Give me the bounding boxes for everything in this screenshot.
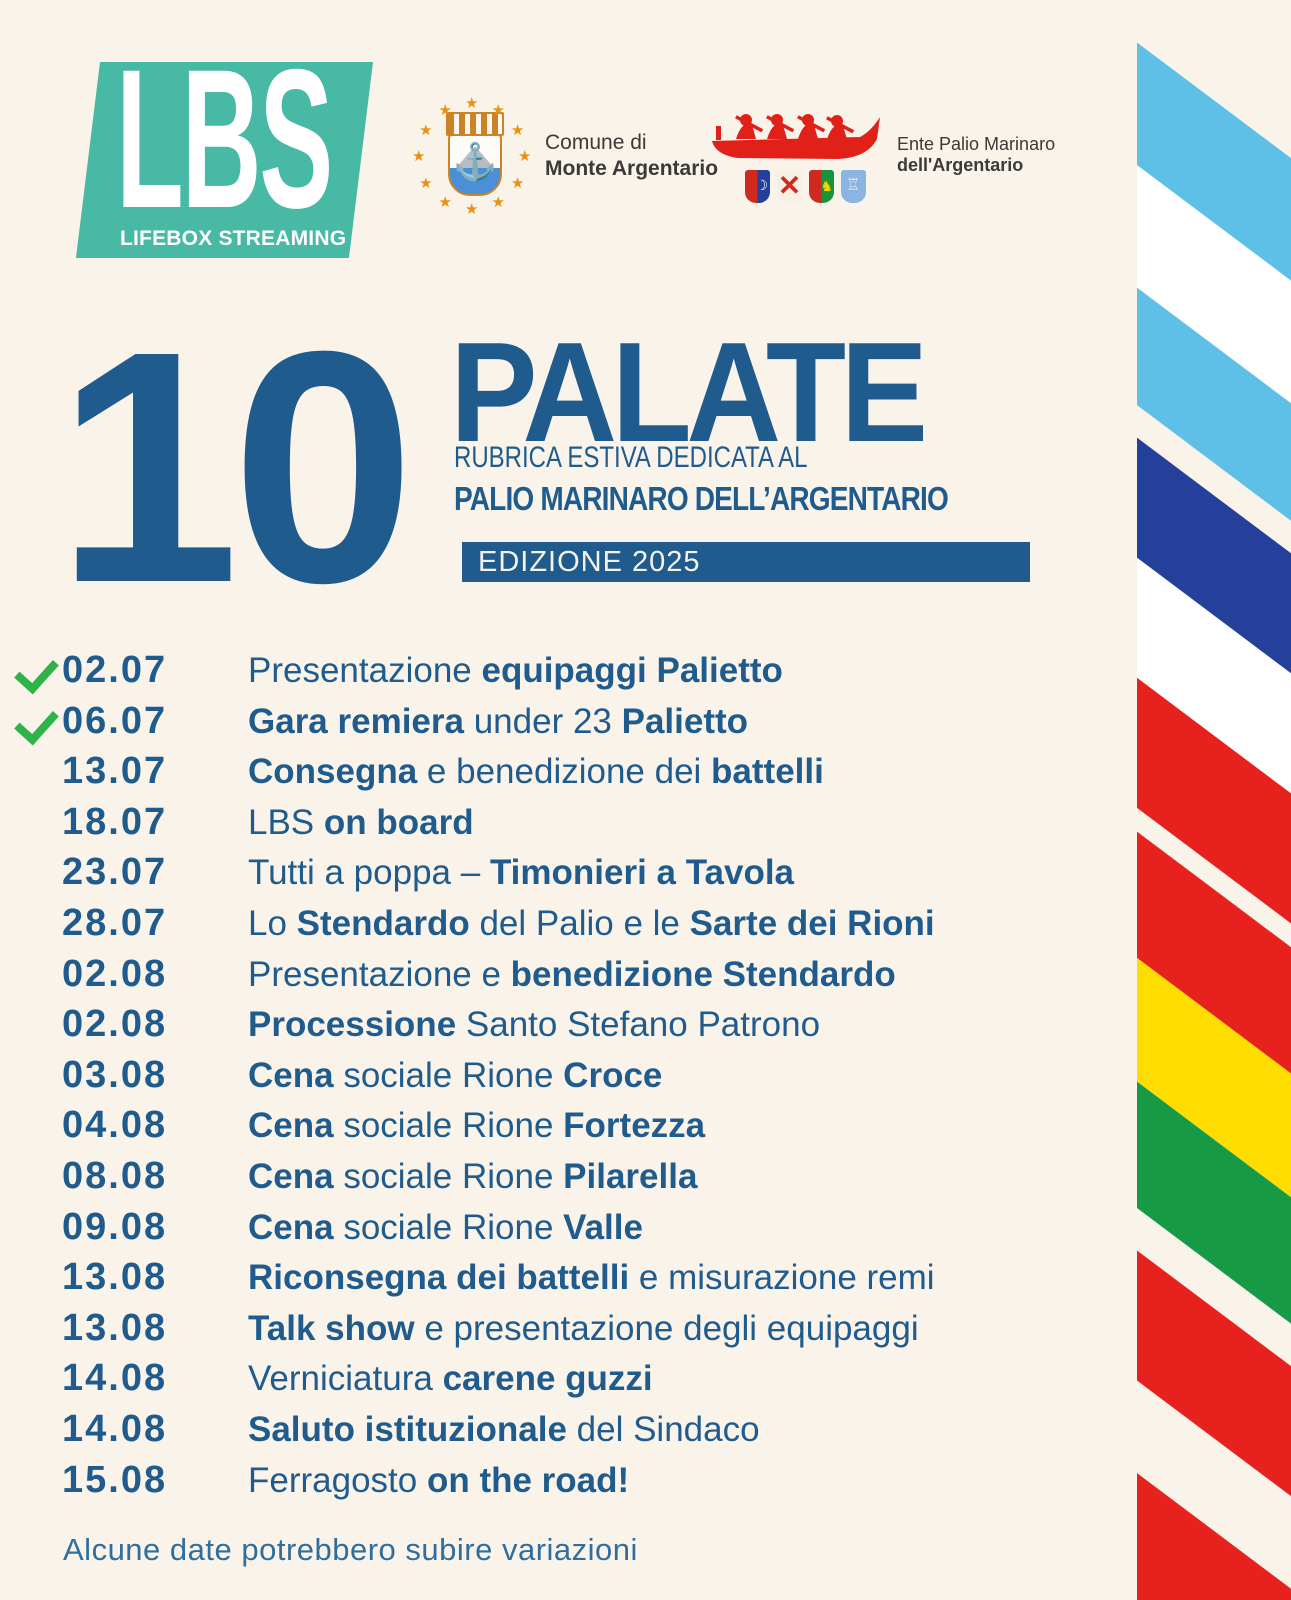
- star-icon: ★: [510, 174, 525, 192]
- schedule-date: 23.07: [62, 851, 168, 894]
- diagonal-stripes: [1137, 0, 1291, 1600]
- schedule-date: 14.08: [62, 1407, 168, 1450]
- schedule-row: 28.07 Lo Stendardo del Palio e le Sarte d…: [0, 898, 1120, 949]
- schedule-row: 03.08 Cena sociale Rione Croce: [0, 1050, 1120, 1101]
- star-icon: ★: [510, 121, 525, 139]
- schedule-date: 13.08: [62, 1256, 168, 1299]
- star-icon: ★: [465, 201, 479, 218]
- schedule-event: Tutti a poppa – Timonieri a Tavola: [248, 853, 795, 893]
- footer-note: Alcune date potrebbero subire variazioni: [63, 1532, 638, 1567]
- edition-label: EDIZIONE 2025: [478, 546, 701, 578]
- rioni-shields: [745, 170, 866, 203]
- schedule-date: 13.08: [62, 1306, 168, 1349]
- schedule-row: 02.08 Presentazione e benedizione Stendar…: [0, 949, 1120, 1000]
- star-icon: ★: [518, 148, 532, 165]
- schedule-event: Cena sociale Rione Croce: [248, 1055, 663, 1095]
- schedule-date: 15.08: [62, 1458, 168, 1501]
- star-icon: ★: [412, 148, 426, 165]
- rione-shield-3: [809, 170, 834, 203]
- schedule-date: 03.08: [62, 1053, 168, 1096]
- schedule-row: 13.07 Consegna e benedizione dei battelli: [0, 746, 1120, 797]
- schedule-event: Presentazione e benedizione Stendardo: [248, 954, 896, 994]
- comune-crest: ⚓ ★ ★ ★ ★ ★ ★ ★ ★ ★ ★ ★ ★: [412, 95, 532, 218]
- mountain-icon: [456, 146, 494, 168]
- schedule-event: Saluto istituzionale del Sindaco: [248, 1409, 760, 1449]
- comune-label-line2: Monte Argentario: [545, 157, 719, 180]
- check-icon: [14, 648, 59, 695]
- schedule-date: 09.08: [62, 1205, 168, 1248]
- schedule-date: 06.07: [62, 699, 168, 742]
- star-icon: ★: [438, 193, 452, 211]
- schedule-date: 02.08: [62, 1003, 168, 1046]
- schedule-event: Processione Santo Stefano Patrono: [248, 1005, 821, 1045]
- schedule-event: Talk show e presentazione degli equipagg…: [248, 1308, 919, 1348]
- star-icon: ★: [491, 193, 505, 211]
- schedule-event: Riconsegna dei battelli e misurazione re…: [248, 1258, 935, 1298]
- star-icon: ★: [419, 121, 433, 139]
- lbs-logo: LBS LIFEBOX STREAMING: [100, 40, 373, 258]
- schedule-list: 02.07 Presentazione equipaggi Palietto 06.…: [0, 645, 1120, 1505]
- schedule-date: 08.08: [62, 1154, 168, 1197]
- schedule-event: Verniciatura carene guzzi: [248, 1359, 653, 1399]
- comune-shield-icon: ⚓: [448, 134, 502, 196]
- schedule-date: 28.07: [62, 901, 168, 944]
- ente-label-line2: dell'Argentario: [897, 155, 1024, 175]
- schedule-row: 14.08 Saluto istituzionale del Sindaco: [0, 1404, 1120, 1455]
- lbs-logo-text: LBS: [116, 28, 333, 249]
- schedule-date: 04.08: [62, 1104, 168, 1147]
- star-icon: ★: [438, 102, 452, 120]
- ente-label-line1: Ente Palio Marinaro: [897, 134, 1056, 154]
- title-subtitle-line1: RUBRICA ESTIVA DEDICATA AL: [454, 441, 808, 474]
- title-subtitle-line2: PALIO MARINARO DELL’ARGENTARIO: [454, 480, 949, 517]
- schedule-row: 02.08 Processione Santo Stefano Patrono: [0, 999, 1120, 1050]
- schedule-row: 02.07 Presentazione equipaggi Palietto: [0, 645, 1120, 696]
- schedule-date: 02.08: [62, 952, 168, 995]
- schedule-date: 18.07: [62, 800, 168, 843]
- schedule-event: Cena sociale Rione Valle: [248, 1207, 643, 1247]
- schedule-date: 13.07: [62, 750, 168, 793]
- schedule-date: 02.07: [62, 649, 168, 691]
- ente-boat-icon: [712, 114, 880, 159]
- schedule-event: Ferragosto on the road!: [248, 1460, 630, 1500]
- schedule-event: Cena sociale Rione Fortezza: [248, 1106, 706, 1146]
- schedule-row: 13.08 Riconsegna dei battelli e misurazio…: [0, 1252, 1120, 1303]
- star-icon: ★: [465, 95, 479, 112]
- schedule-row: 15.08 Ferragosto on the road!: [0, 1455, 1120, 1506]
- rione-shield-1: [745, 170, 770, 203]
- schedule-row: 06.07 Gara remiera under 23 Palietto: [0, 696, 1120, 747]
- schedule-event: Lo Stendardo del Palio e le Sarte dei Ri…: [248, 903, 935, 943]
- star-icon: ★: [419, 174, 433, 192]
- rione-shield-4: [841, 170, 866, 203]
- anchor-icon: ⚓: [452, 141, 498, 182]
- check-icon: [14, 699, 59, 745]
- rione-shield-2: [777, 170, 802, 203]
- comune-label: Comune di Monte Argentario: [545, 130, 718, 182]
- schedule-row: 09.08 Cena sociale Rione Valle: [0, 1202, 1120, 1253]
- diagonal-stripes-pattern: [1137, 0, 1291, 1600]
- schedule-event: Cena sociale Rione Pilarella: [248, 1156, 698, 1196]
- schedule-date: 14.08: [62, 1357, 168, 1400]
- comune-label-line1: Comune di: [545, 131, 647, 154]
- ente-label: Ente Palio Marinaro dell'Argentario: [897, 134, 1055, 176]
- lbs-logo-tagline: LIFEBOX STREAMING: [120, 227, 347, 250]
- schedule-row: 14.08 Verniciatura carene guzzi: [0, 1353, 1120, 1404]
- schedule-event: Gara remiera under 23 Palietto: [248, 701, 749, 741]
- schedule-event: Presentazione equipaggi Palietto: [248, 651, 783, 690]
- star-icon: ★: [491, 102, 505, 120]
- schedule-row: 04.08 Cena sociale Rione Fortezza: [0, 1100, 1120, 1151]
- schedule-event: LBS on board: [248, 802, 474, 842]
- schedule-event: Consegna e benedizione dei battelli: [248, 752, 824, 792]
- title-name: PALATE: [450, 313, 928, 472]
- schedule-row: 13.08 Talk show e presentazione degli equ…: [0, 1303, 1120, 1354]
- schedule-row: 18.07 LBS on board: [0, 797, 1120, 848]
- edition-banner: EDIZIONE 2025: [462, 542, 1030, 582]
- title-number: 10: [56, 282, 415, 651]
- schedule-row: 23.07 Tutti a poppa – Timonieri a Tavola: [0, 847, 1120, 898]
- schedule-row: 08.08 Cena sociale Rione Pilarella: [0, 1151, 1120, 1202]
